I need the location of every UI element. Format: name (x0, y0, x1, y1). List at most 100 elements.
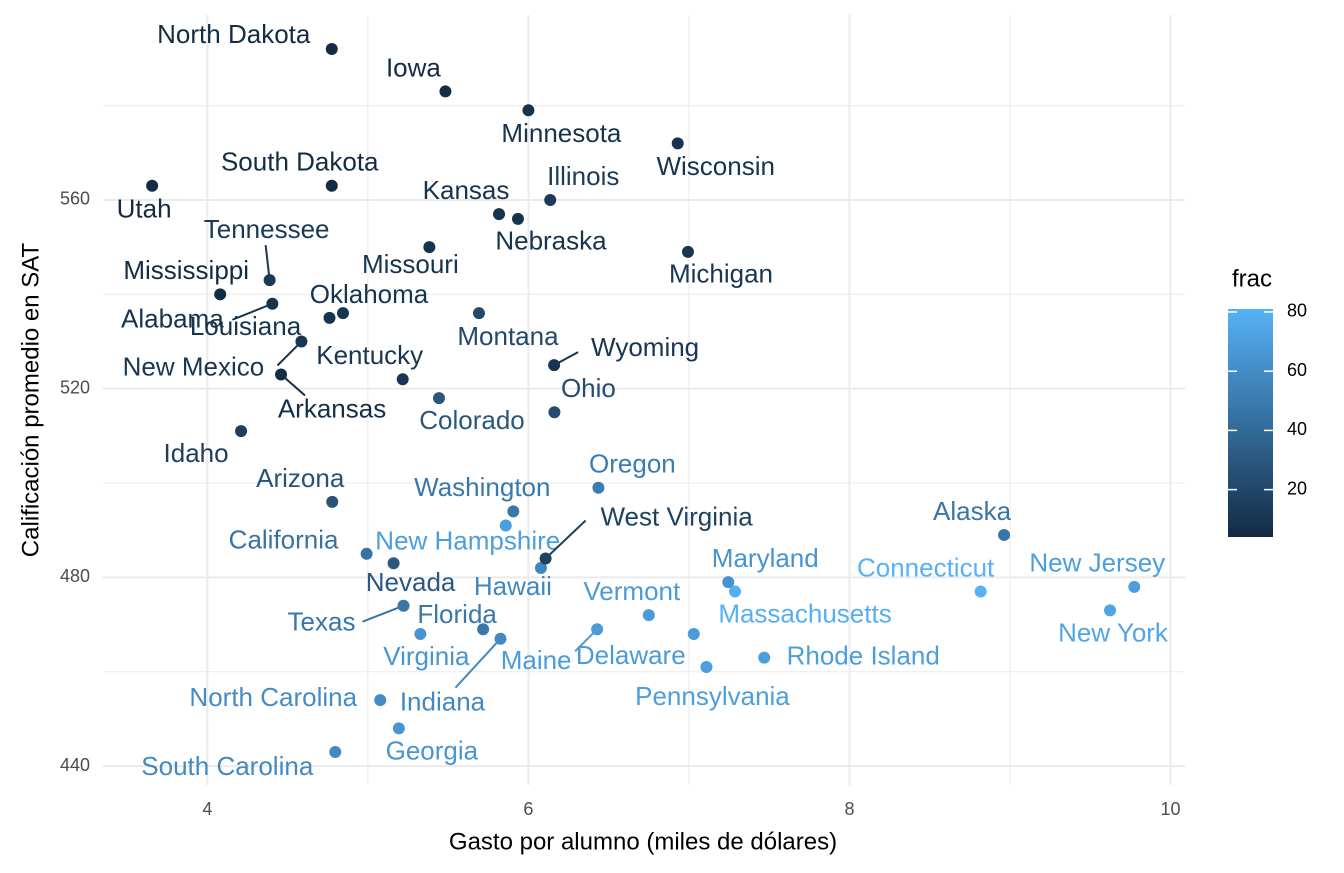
point (687, 628, 700, 641)
point (439, 85, 452, 98)
point (534, 561, 547, 574)
x-axis-title: Gasto por alumno (miles de dólares) (449, 828, 837, 855)
point (477, 623, 490, 636)
point (414, 628, 427, 641)
point-label: Nebraska (495, 226, 607, 256)
point (323, 311, 336, 324)
point (146, 179, 159, 192)
point-label: Oklahoma (310, 279, 429, 309)
label-segment (362, 604, 404, 623)
point (397, 599, 410, 612)
point (758, 651, 771, 664)
point-label: Hawaii (474, 571, 552, 601)
point (642, 609, 655, 622)
colorbar-tick-label: 60 (1287, 360, 1307, 380)
point (235, 425, 248, 438)
point (700, 661, 713, 674)
point-label: Maine (501, 645, 572, 675)
point-label: New Jersey (1029, 548, 1165, 578)
point (360, 547, 373, 560)
colorbar-tick-label: 20 (1287, 478, 1307, 498)
point (507, 505, 520, 518)
colorbar-tick-label: 40 (1287, 419, 1307, 439)
point-label: Wisconsin (656, 151, 774, 181)
point (522, 104, 535, 117)
point-label: South Dakota (221, 147, 379, 177)
point-label: Massachusetts (718, 598, 891, 628)
point (539, 552, 552, 565)
point-label: Minnesota (501, 118, 621, 148)
point-label: Maryland (712, 543, 819, 573)
point (544, 193, 557, 206)
point-label: Washington (414, 472, 550, 502)
point-label: Nevada (366, 567, 456, 597)
point (392, 722, 405, 735)
x-tick-label: 4 (202, 799, 212, 819)
point-label: Wyoming (591, 332, 699, 362)
point (998, 528, 1011, 541)
point-label: California (229, 525, 339, 555)
point-label: Michigan (669, 259, 773, 289)
point-label: Georgia (386, 735, 479, 765)
point (1128, 580, 1141, 593)
point (494, 632, 507, 645)
point-label: Mississippi (123, 255, 249, 285)
point (511, 212, 524, 225)
point (974, 585, 987, 598)
point-label: Colorado (419, 405, 525, 435)
point-label: Illinois (547, 161, 619, 191)
x-tick-label: 10 (1161, 799, 1181, 819)
point (592, 481, 605, 494)
point (432, 392, 445, 405)
point (499, 519, 512, 532)
point-label: Ohio (561, 373, 616, 403)
point-label: Indiana (400, 687, 486, 717)
point (326, 495, 339, 508)
point (325, 179, 338, 192)
point-label: Connecticut (857, 552, 995, 582)
point (548, 406, 561, 419)
point (263, 274, 276, 287)
point (336, 307, 349, 320)
y-tick-label: 480 (60, 566, 90, 586)
point-label: Kansas (423, 175, 510, 205)
point (275, 368, 288, 381)
point (214, 288, 227, 301)
label-segment (231, 302, 273, 321)
label-segment (454, 638, 502, 689)
point-label: Idaho (164, 438, 229, 468)
point-label: Arizona (256, 463, 345, 493)
point-label: Virginia (383, 641, 470, 671)
point (374, 694, 387, 707)
point-label: Alaska (933, 496, 1012, 526)
y-tick-label: 440 (60, 755, 90, 775)
legend-title: frac (1232, 265, 1272, 292)
point-label: Iowa (386, 52, 441, 82)
point (396, 373, 409, 386)
point-label: Tennessee (204, 214, 330, 244)
point (329, 745, 342, 758)
point (681, 245, 694, 258)
point (295, 335, 308, 348)
point-label: Texas (288, 607, 356, 637)
point (729, 585, 742, 598)
point-label: New Hampshire (375, 525, 560, 555)
y-axis-title: Calificación promedio en SAT (17, 242, 44, 557)
point (493, 208, 506, 221)
colorbar-tick-label: 80 (1287, 301, 1307, 321)
point-label: Louisiana (190, 311, 302, 341)
point (423, 241, 436, 254)
point (1104, 604, 1117, 617)
point-label: New Mexico (123, 351, 265, 381)
point-label: West Virginia (600, 501, 753, 531)
x-tick-label: 8 (844, 799, 854, 819)
point-label: Missouri (362, 249, 459, 279)
point-label: North Dakota (157, 19, 311, 49)
point-label: Kentucky (316, 340, 423, 370)
point-label: Utah (117, 194, 172, 224)
point-label: Alabama (121, 304, 224, 334)
y-tick-label: 520 (60, 377, 90, 397)
point-label: Pennsylvania (635, 681, 790, 711)
point-label: Florida (417, 599, 497, 629)
